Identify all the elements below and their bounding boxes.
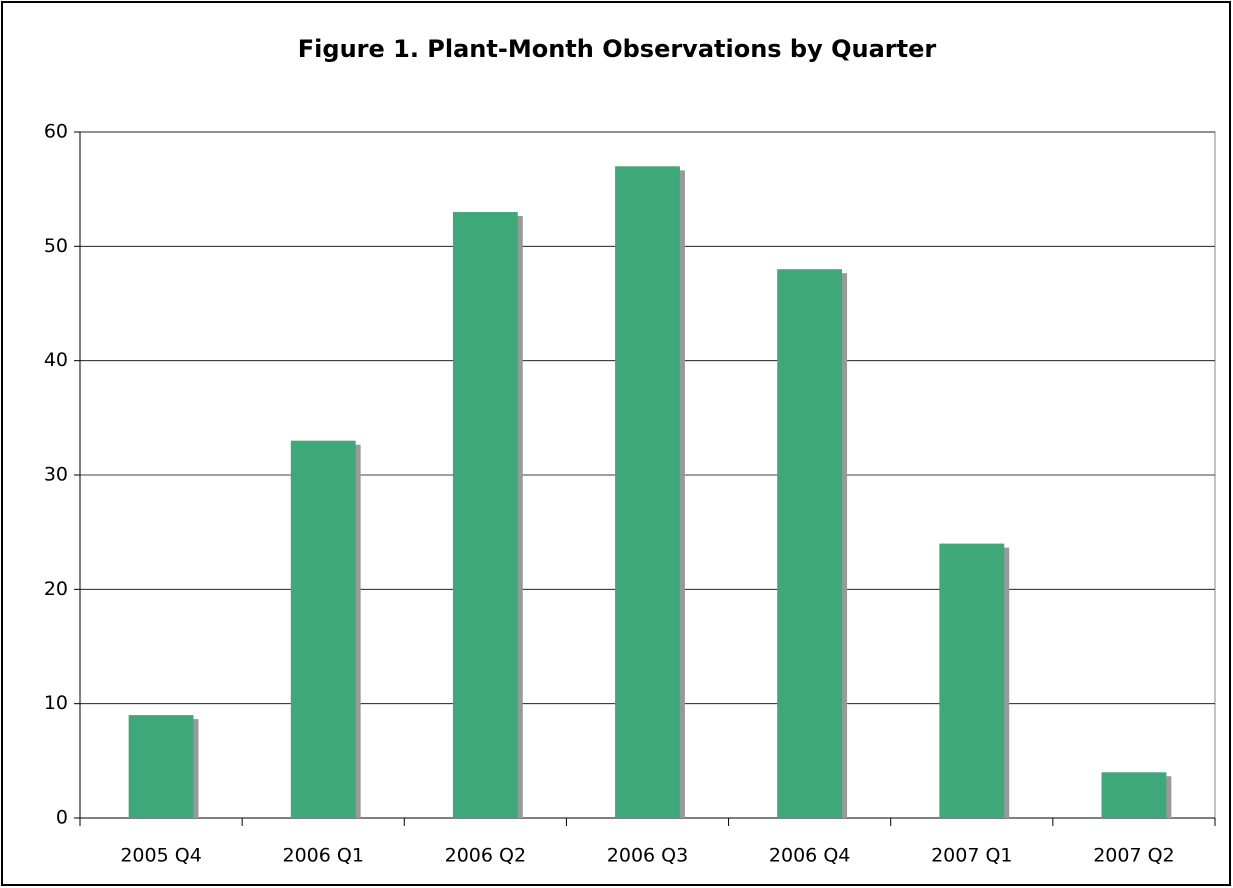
- x-tick-label: 2005 Q4: [120, 845, 201, 867]
- bar: [1101, 772, 1167, 818]
- bar: [939, 543, 1005, 818]
- y-tick-label: 50: [44, 235, 68, 257]
- bar: [615, 166, 680, 819]
- bar: [290, 440, 356, 818]
- x-tick-label: 2006 Q3: [607, 845, 688, 867]
- bar: [128, 715, 194, 818]
- y-tick-label: 60: [44, 121, 68, 143]
- chart-title: Figure 1. Plant-Month Observations by Qu…: [298, 35, 937, 63]
- x-tick-label: 2006 Q2: [445, 845, 526, 867]
- x-tick-label: 2007 Q1: [931, 845, 1012, 867]
- bar: [452, 212, 518, 819]
- x-tick-label: 2006 Q4: [769, 845, 850, 867]
- x-tick-label: 2007 Q2: [1093, 845, 1174, 867]
- x-tick-label: 2006 Q1: [282, 845, 363, 867]
- y-tick-label: 0: [56, 807, 68, 829]
- y-tick-label: 20: [44, 578, 68, 600]
- bar: [777, 269, 843, 818]
- y-tick-label: 40: [44, 349, 68, 371]
- y-tick-label: 10: [44, 692, 68, 714]
- y-tick-label: 30: [44, 464, 68, 486]
